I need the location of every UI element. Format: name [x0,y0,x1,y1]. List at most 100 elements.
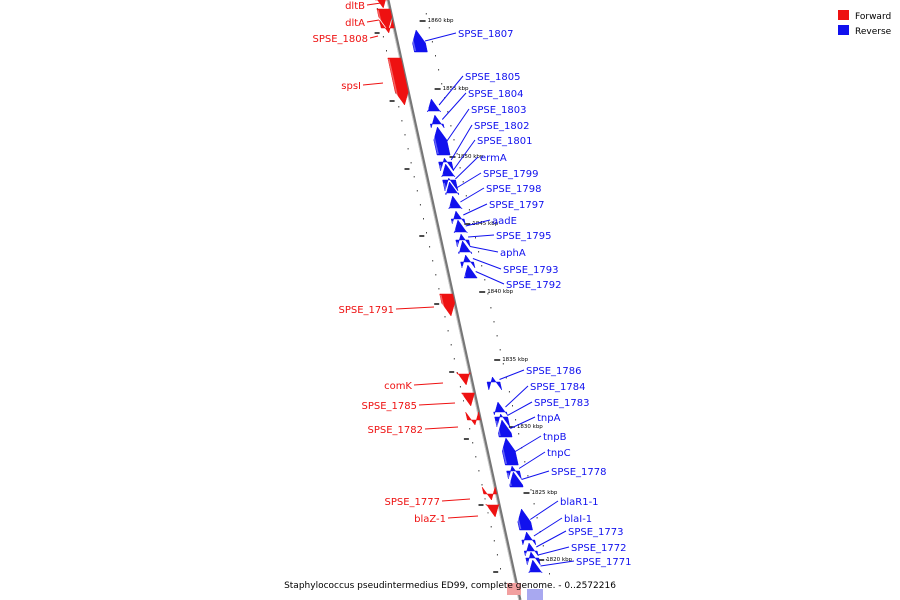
gene-arrow[interactable] [429,114,445,129]
guide-dot [481,484,483,486]
gene-arrow[interactable] [439,293,455,317]
tick-label: 1855 kbp [443,86,469,92]
guide-dot [481,265,483,267]
gene-label-leader [499,369,525,380]
genome-caption: Staphylococcus pseudintermedius ED99, co… [284,581,616,591]
gene-label: tnpB [543,432,567,443]
guide-dot [468,209,470,211]
gene-arrow[interactable] [427,98,441,113]
gene-arrow[interactable] [521,531,537,546]
gene-label-leader [507,401,533,416]
gene-shading [520,532,524,540]
gene-label-leader [530,500,559,520]
gene-label: SPSE_1793 [503,265,559,276]
gene-shading [505,466,509,471]
guide-dot [413,176,415,178]
gene-arrow[interactable] [448,195,463,210]
gene-arrow[interactable] [463,264,478,279]
legend: Forward Reverse [838,10,892,37]
gene-arrow[interactable] [379,19,395,34]
gene-shading [499,438,508,465]
gene-shading [459,255,463,262]
gene-label-leader [540,560,575,567]
gene-arrow[interactable] [493,401,508,416]
gene-shading [449,211,453,219]
gene-arrow[interactable] [506,465,522,480]
gene-arrow[interactable] [465,411,481,426]
guide-dot [530,489,532,491]
gene-arrow[interactable] [494,413,511,428]
gene-shading [443,182,448,193]
gene-shading [507,472,512,487]
gene-shading [486,505,491,517]
gene-arrow[interactable] [387,57,409,106]
gene-arrow[interactable] [485,503,500,518]
gene-shading [425,99,430,111]
gene-arrow[interactable] [523,542,539,557]
guide-dot [508,391,510,393]
gene-arrow[interactable] [481,486,498,501]
gene-arrow[interactable] [528,559,543,574]
guide-dot [459,386,461,388]
gene-arrow[interactable] [460,254,476,269]
gene-arrow[interactable] [453,219,468,234]
gene-label-leader [521,470,550,480]
gene-label-leader [457,172,482,188]
gene-arrow[interactable] [433,126,451,156]
gene-label-leader [366,19,380,23]
gene-arrow[interactable] [442,177,459,192]
legend-reverse-label: Reverse [855,27,892,37]
gene-arrow[interactable] [461,392,475,407]
gene-arrow[interactable] [498,419,513,438]
gene-label-leader [424,426,459,430]
gene-arrow[interactable] [438,157,454,172]
gene-arrow[interactable] [486,376,503,391]
gene-arrow[interactable] [456,371,471,386]
guide-dot [428,27,430,29]
position-dots [376,8,550,575]
gene-label: SPSE_1801 [477,136,533,147]
gene-arrow[interactable] [501,437,519,466]
guide-dot [527,475,529,477]
gene-label: SPSE_1784 [530,382,586,393]
gene-label: SPSE_1771 [576,557,632,568]
guide-dot [490,307,492,309]
gene-arrow[interactable] [509,471,524,488]
guide-dot [429,246,431,248]
gene-arrow[interactable] [517,508,533,531]
guide-dot [416,190,418,192]
gene-label-leader [533,517,563,537]
gene-arrow[interactable] [525,551,541,566]
gene-arrow[interactable] [445,181,460,196]
gene-arrow[interactable] [450,210,466,225]
gene-arrow[interactable] [374,0,389,9]
gene-label: aphA [500,248,526,259]
gene-label: spsI [341,81,361,92]
gene-label: tnpA [537,413,561,424]
guide-dot [456,153,458,155]
guide-dot [478,470,480,472]
gene-arrow[interactable] [441,163,456,178]
gene-label-leader [452,139,476,171]
guide-dot [432,260,434,262]
guide-dot [465,195,467,197]
gene-arrow[interactable] [455,233,471,248]
gene-shading [381,28,385,33]
guide-dot [407,148,409,150]
guide-dot [518,433,520,435]
tick-label: 1840 kbp [487,289,513,295]
gene-label-leader [470,246,499,253]
gene-arrow[interactable] [458,240,473,255]
guide-dot [484,498,486,500]
gene-arrow[interactable] [412,29,428,53]
gene-shading [524,552,528,558]
guide-dot [463,400,464,402]
reverse-genes: SPSE_1807 SPSE_1805 SPSE_1804 SPSE_1803 SPSE… [409,29,632,600]
gene-label: dltA [345,18,365,29]
gene-arrow[interactable] [376,8,392,31]
guide-dot [545,559,547,561]
gene-label-leader [424,32,457,42]
gene-label: SPSE_1778 [551,467,607,478]
gene-shading [483,494,487,500]
